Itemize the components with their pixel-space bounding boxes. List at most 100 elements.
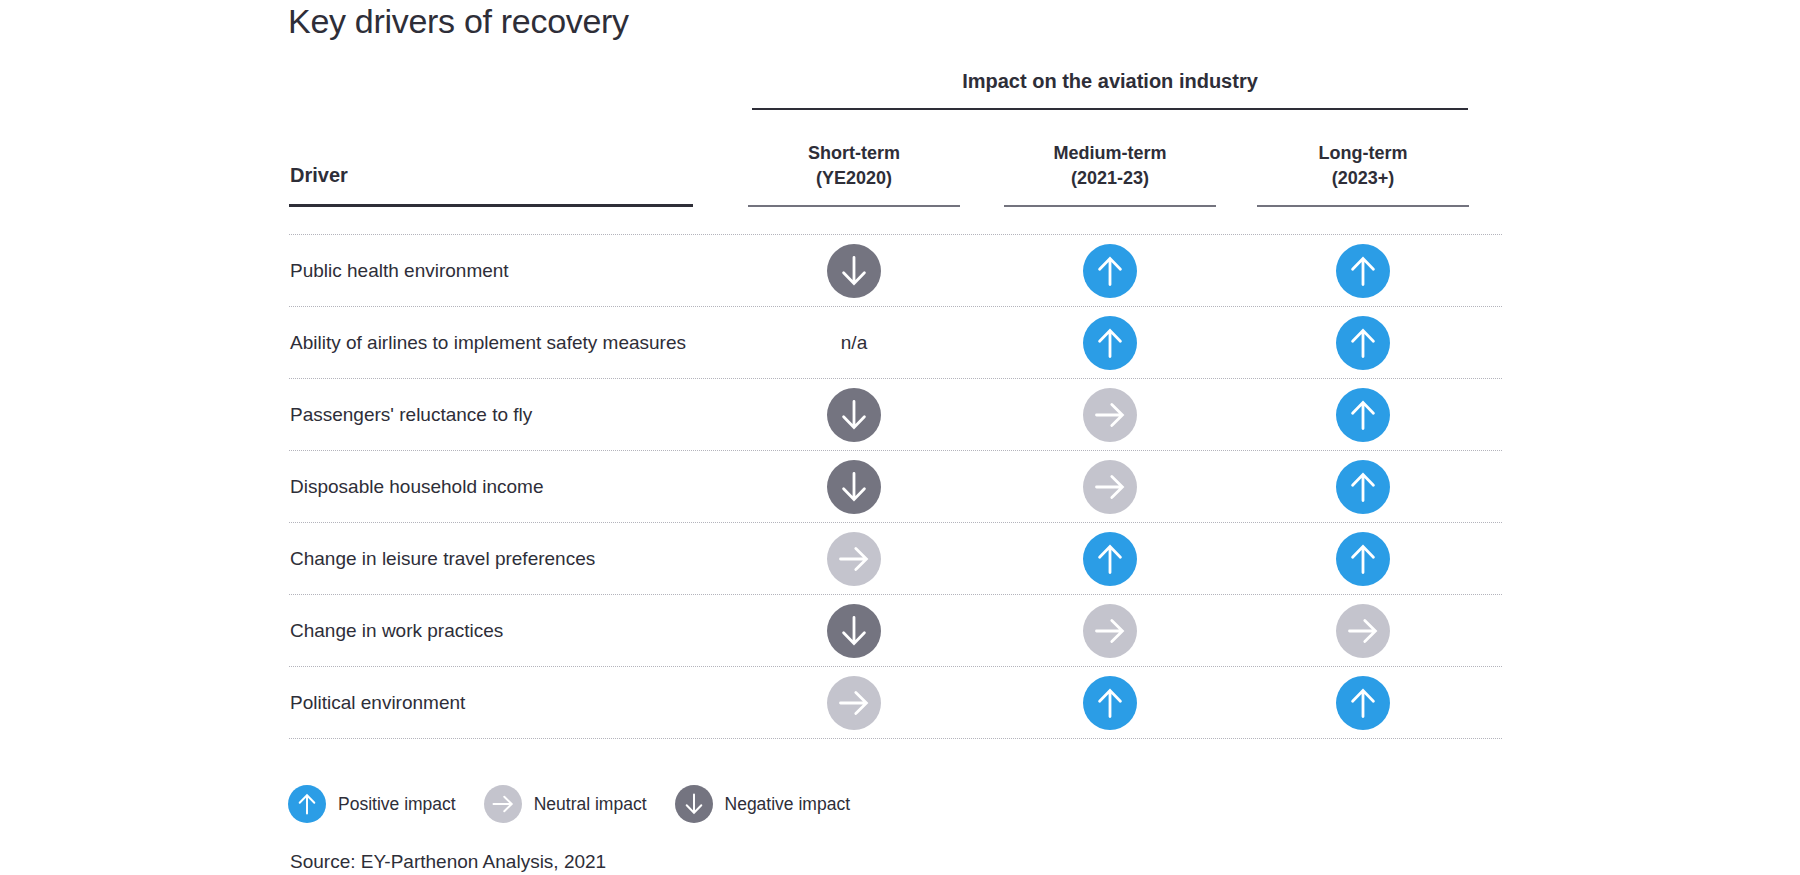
column-header: Short-term (YE2020) [734, 141, 974, 191]
arrow-glyph [1336, 388, 1390, 442]
neutral-impact-cell [827, 532, 881, 586]
positive-impact-icon [1336, 388, 1390, 442]
arrow-glyph [827, 532, 881, 586]
column-header-underline [1257, 205, 1469, 207]
table-row: Political environment [289, 666, 1502, 738]
negative-impact-cell [827, 244, 881, 298]
neutral-impact-icon [827, 676, 881, 730]
table-row: Change in work practices [289, 594, 1502, 666]
column-header-label: Long-term [1243, 141, 1483, 166]
driver-label: Public health environment [290, 260, 509, 282]
neutral-impact-icon [1336, 604, 1390, 658]
arrow-glyph [1336, 460, 1390, 514]
positive-impact-icon [1083, 676, 1137, 730]
negative-impact-cell [827, 388, 881, 442]
na-value: n/a [841, 332, 867, 354]
positive-impact-cell [1083, 244, 1137, 298]
column-header-sublabel: (2023+) [1243, 166, 1483, 191]
legend-item: Neutral impact [484, 785, 647, 823]
arrow-glyph [1083, 532, 1137, 586]
figure-title: Key drivers of recovery [288, 2, 629, 41]
positive-impact-icon [1336, 460, 1390, 514]
positive-impact-cell [1083, 316, 1137, 370]
neutral-impact-cell [1083, 460, 1137, 514]
table-row: Public health environment [289, 234, 1502, 306]
arrow-glyph [1083, 460, 1137, 514]
positive-impact-cell [1336, 388, 1390, 442]
arrow-glyph [1336, 532, 1390, 586]
arrow-glyph [1336, 244, 1390, 298]
arrow-glyph [1083, 244, 1137, 298]
arrow-glyph [827, 388, 881, 442]
positive-impact-icon [1083, 532, 1137, 586]
column-header-label: Short-term [734, 141, 974, 166]
positive-impact-icon [1336, 244, 1390, 298]
source-note: Source: EY-Parthenon Analysis, 2021 [290, 851, 606, 873]
column-header-underline [1004, 205, 1216, 207]
positive-impact-icon [1336, 316, 1390, 370]
group-header-underline [752, 108, 1468, 110]
arrow-glyph [827, 460, 881, 514]
negative-impact-cell [827, 460, 881, 514]
positive-impact-cell [1336, 244, 1390, 298]
driver-label: Passengers' reluctance to fly [290, 404, 532, 426]
driver-header-underline [289, 204, 693, 207]
arrow-glyph [1336, 676, 1390, 730]
neutral-impact-cell [1336, 604, 1390, 658]
arrow-glyph [1083, 676, 1137, 730]
positive-impact-icon [1083, 244, 1137, 298]
table-body: Public health environment Ability of air… [289, 234, 1502, 739]
driver-label: Ability of airlines to implement safety … [290, 332, 686, 354]
positive-impact-cell [1336, 316, 1390, 370]
driver-label: Political environment [290, 692, 465, 714]
legend-item-label: Negative impact [725, 794, 850, 815]
driver-column-header: Driver [290, 164, 348, 187]
neutral-impact-icon [1083, 604, 1137, 658]
neutral-impact-cell [1083, 604, 1137, 658]
arrow-glyph [1083, 316, 1137, 370]
arrow-glyph [1336, 604, 1390, 658]
positive-impact-icon [288, 785, 326, 823]
positive-impact-cell [1336, 460, 1390, 514]
column-header: Medium-term (2021-23) [990, 141, 1230, 191]
figure-canvas: Key drivers of recovery Impact on the av… [0, 0, 1800, 875]
arrow-glyph [1083, 388, 1137, 442]
neutral-impact-cell [827, 676, 881, 730]
table-row: Change in leisure travel preferences [289, 522, 1502, 594]
neutral-impact-icon [1083, 460, 1137, 514]
arrow-glyph [827, 676, 881, 730]
column-header: Long-term (2023+) [1243, 141, 1483, 191]
driver-label: Change in leisure travel preferences [290, 548, 595, 570]
negative-impact-icon [827, 604, 881, 658]
negative-impact-icon [827, 388, 881, 442]
negative-impact-icon [827, 460, 881, 514]
positive-impact-cell [1083, 532, 1137, 586]
legend-item-label: Neutral impact [534, 794, 647, 815]
column-header-label: Medium-term [990, 141, 1230, 166]
table-row: Ability of airlines to implement safety … [289, 306, 1502, 378]
negative-impact-icon [675, 785, 713, 823]
neutral-impact-cell [1083, 388, 1137, 442]
arrow-glyph [675, 785, 713, 823]
impact-group-header: Impact on the aviation industry [752, 70, 1468, 93]
positive-impact-icon [1083, 316, 1137, 370]
na-text: n/a [841, 332, 867, 353]
neutral-impact-icon [1083, 388, 1137, 442]
negative-impact-icon [827, 244, 881, 298]
positive-impact-icon [1336, 676, 1390, 730]
table-row: Disposable household income [289, 450, 1502, 522]
legend-item: Negative impact [675, 785, 850, 823]
negative-impact-cell [827, 604, 881, 658]
arrow-glyph [1083, 604, 1137, 658]
legend-item: Positive impact [288, 785, 456, 823]
column-header-sublabel: (2021-23) [990, 166, 1230, 191]
column-header-underline [748, 205, 960, 207]
driver-label: Change in work practices [290, 620, 503, 642]
table-row: Passengers' reluctance to fly [289, 378, 1502, 450]
arrow-glyph [827, 604, 881, 658]
arrow-glyph [288, 785, 326, 823]
arrow-glyph [1336, 316, 1390, 370]
neutral-impact-icon [484, 785, 522, 823]
neutral-impact-icon [827, 532, 881, 586]
legend: Positive impact Neutral impact Negative … [288, 785, 850, 823]
